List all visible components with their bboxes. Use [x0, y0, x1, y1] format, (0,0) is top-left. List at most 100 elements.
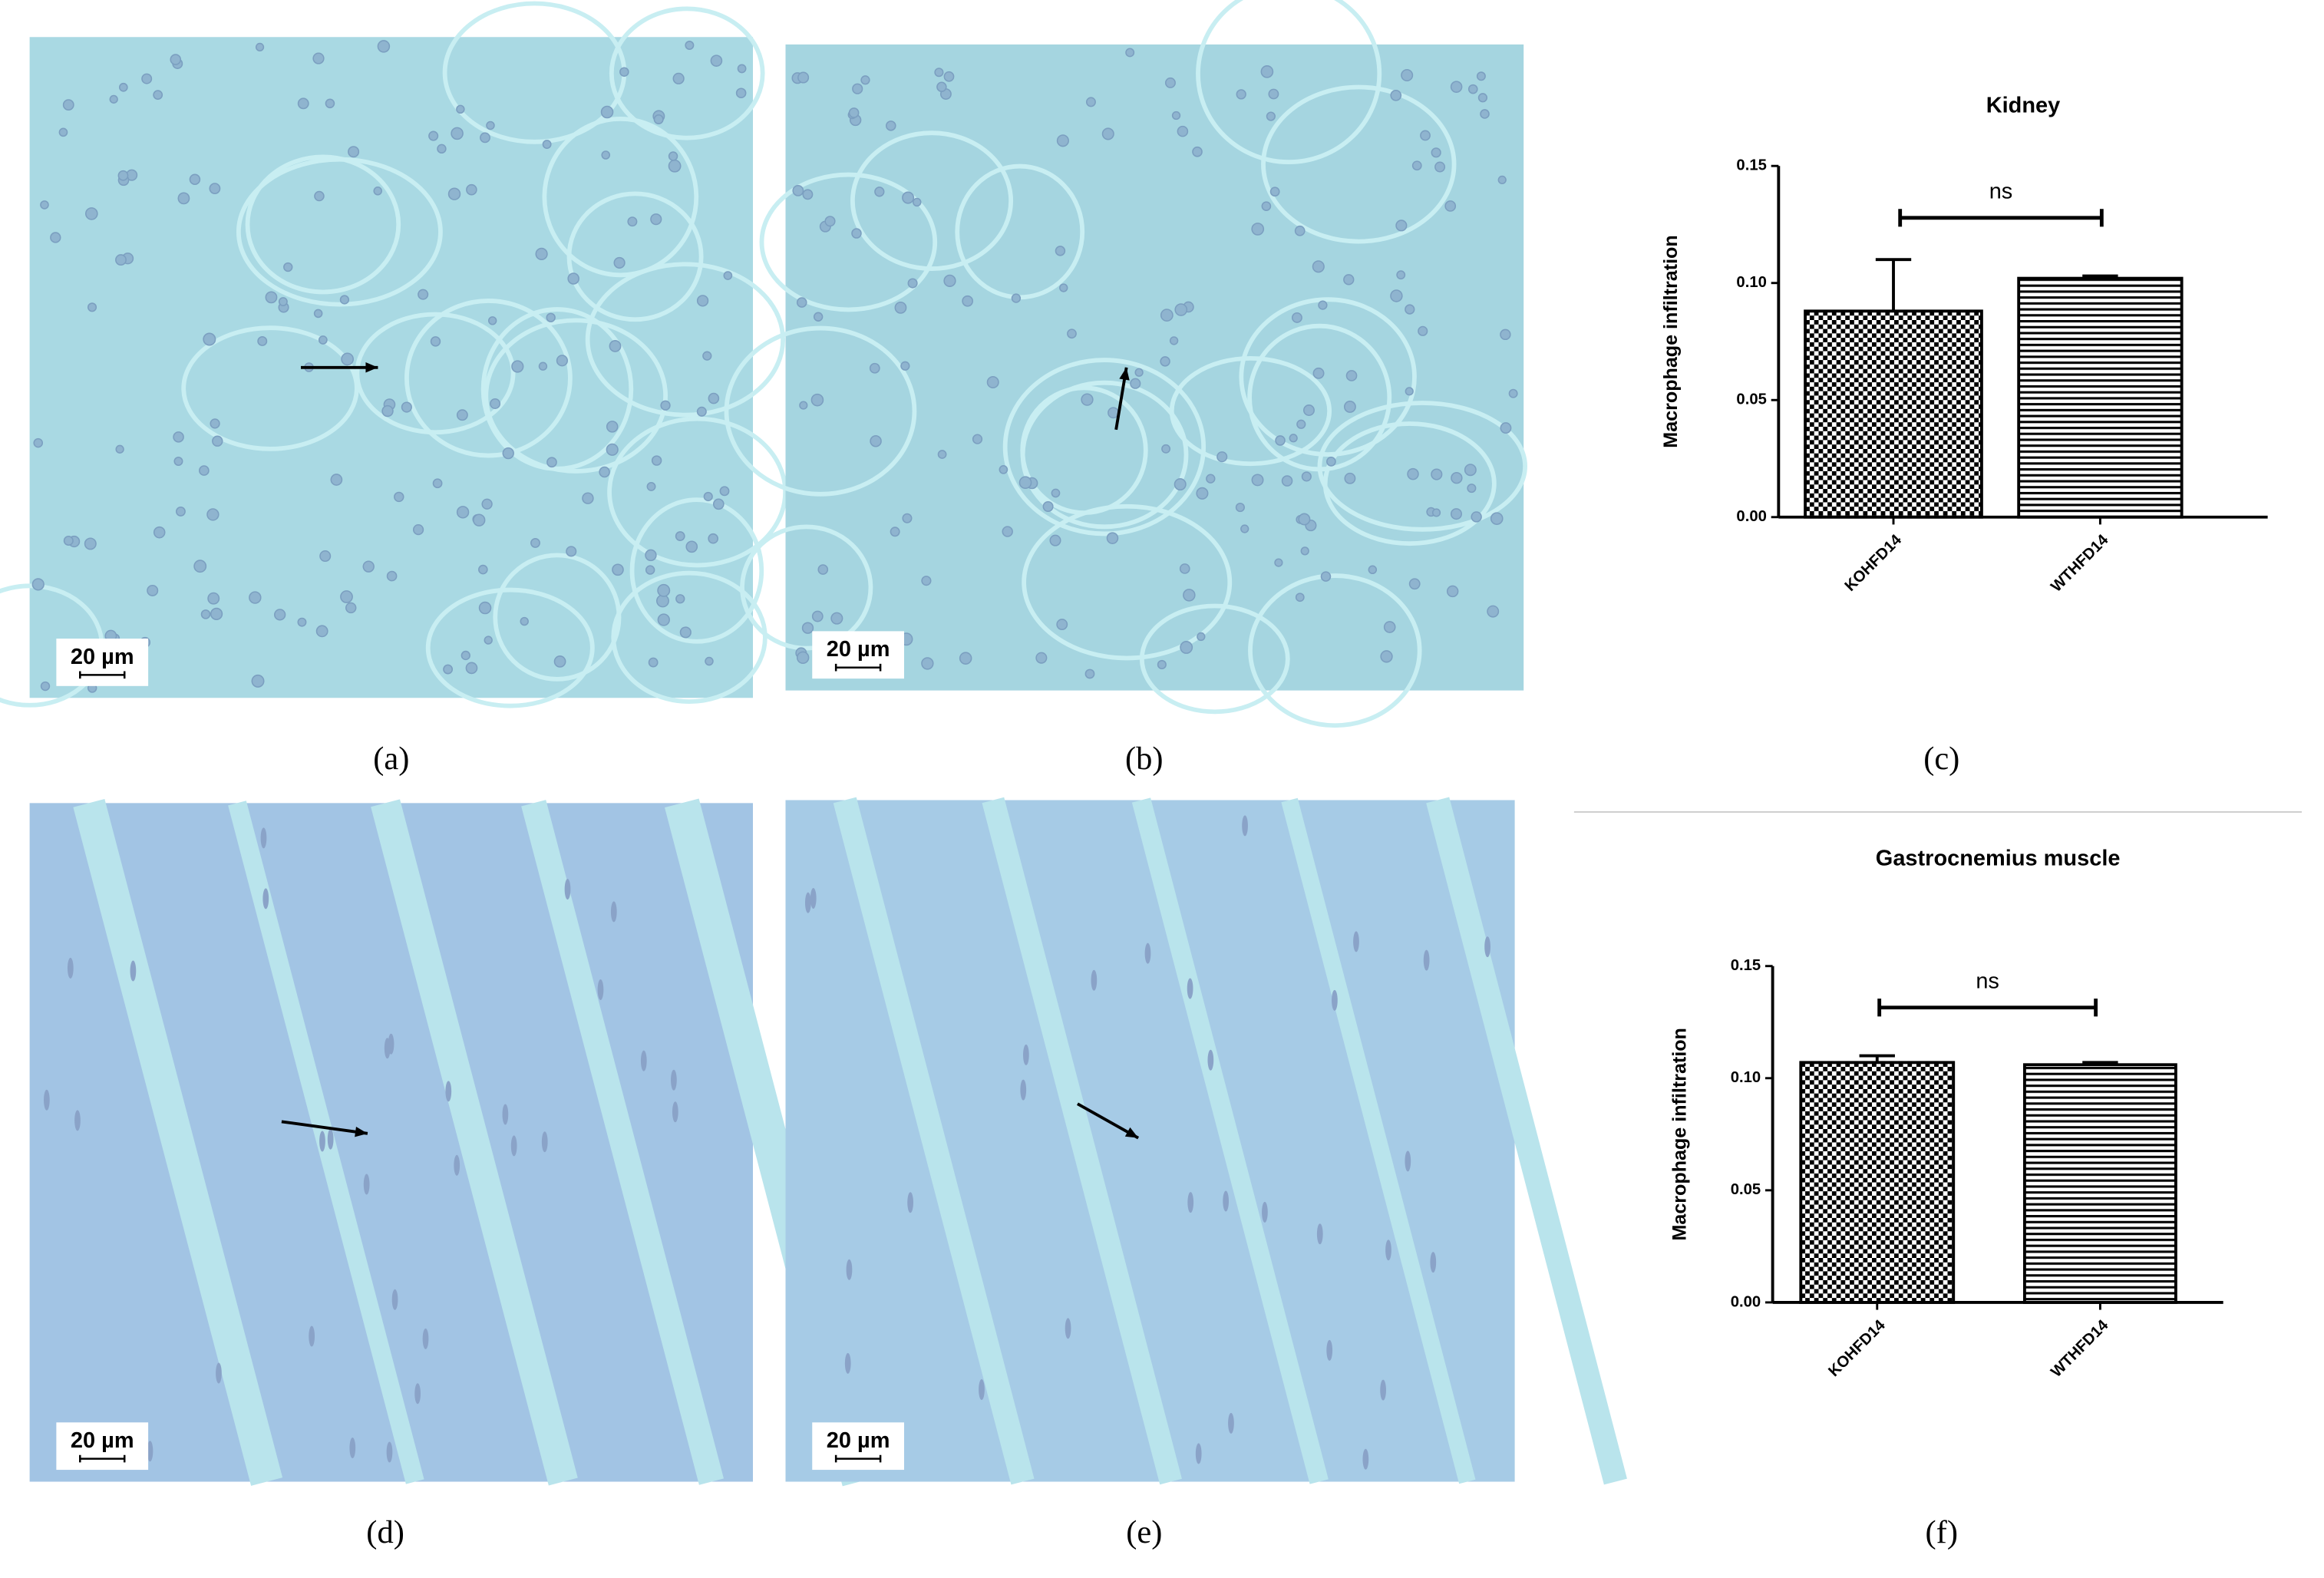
nucleus — [1326, 456, 1336, 467]
nucleus — [1343, 401, 1356, 413]
tubule — [493, 553, 622, 682]
fiber-gap — [371, 799, 578, 1486]
nucleus — [147, 1441, 154, 1462]
nucleus — [43, 1089, 50, 1111]
nucleus — [703, 491, 713, 502]
scale-bar-box — [56, 1422, 149, 1471]
nucleus — [189, 173, 201, 186]
nucleus — [1312, 260, 1325, 273]
nucleus — [1056, 134, 1069, 147]
nucleus — [386, 570, 398, 582]
tubule — [585, 262, 786, 418]
nucleus — [999, 465, 1008, 474]
nucleus — [430, 336, 441, 347]
fiber-gap — [73, 798, 283, 1486]
arrow — [281, 1120, 368, 1135]
nucleus — [848, 107, 860, 118]
nucleus — [87, 302, 97, 312]
nucleus — [115, 254, 127, 266]
nucleus — [874, 187, 885, 197]
nucleus — [1236, 89, 1246, 100]
nucleus — [170, 54, 182, 65]
nucleus — [921, 657, 934, 670]
nucleus — [490, 398, 501, 409]
nucleus — [612, 563, 624, 576]
tubule — [1261, 84, 1457, 244]
chart-title: Gastrocnemius muscle — [1876, 846, 2121, 870]
nucleus — [1084, 669, 1095, 679]
nucleus — [972, 434, 983, 444]
nucleus — [1344, 472, 1356, 484]
nucleus — [216, 1362, 222, 1384]
nucleus — [1294, 225, 1306, 236]
y-tick-label: 0.15 — [1736, 157, 1766, 174]
panel-label: (b) — [1125, 741, 1164, 777]
error-bar — [1875, 258, 1912, 312]
micrograph: 20 µm — [0, 1, 788, 708]
error-bar — [2082, 1061, 2118, 1065]
nucleus — [510, 1135, 517, 1157]
nucleus — [1451, 471, 1463, 484]
nucleus — [511, 360, 524, 373]
error-bar — [1859, 1054, 1895, 1063]
nucleus — [206, 508, 220, 521]
nucleus — [530, 537, 540, 548]
tubule — [740, 524, 873, 651]
nucleus — [443, 664, 454, 675]
nucleus — [613, 256, 626, 269]
panel-label: (e) — [1126, 1514, 1162, 1550]
nucleus — [432, 478, 443, 489]
nucleus — [609, 340, 622, 352]
nucleus — [318, 335, 328, 345]
nucleus — [1269, 187, 1280, 197]
nucleus — [1180, 641, 1193, 654]
nucleus — [437, 144, 447, 154]
nucleus — [705, 656, 714, 666]
nucleus — [1125, 48, 1135, 58]
nucleus — [1380, 1379, 1386, 1401]
nucleus — [810, 887, 817, 909]
nucleus — [251, 674, 265, 688]
nucleus — [1196, 487, 1209, 500]
nucleus — [672, 72, 685, 84]
nucleus — [31, 578, 45, 591]
nucleus — [650, 213, 662, 226]
nucleus — [394, 491, 404, 503]
nucleus — [1295, 593, 1305, 602]
y-axis-label: Macrophage infiltration — [1669, 1028, 1691, 1240]
nucleus — [262, 888, 269, 909]
tubule — [759, 172, 938, 312]
nucleus — [1300, 546, 1309, 556]
nucleus — [1101, 127, 1114, 140]
nucleus — [330, 474, 343, 486]
nucleus — [1260, 65, 1274, 78]
nucleus — [33, 437, 44, 448]
nucleus — [657, 613, 670, 626]
nucleus — [502, 1104, 509, 1125]
nucleus — [708, 392, 720, 404]
nucleus — [341, 352, 355, 366]
nucleus — [362, 560, 375, 573]
nucleus — [1275, 435, 1286, 446]
tubule — [1002, 358, 1207, 536]
nucleus — [796, 297, 807, 308]
nucleus — [651, 455, 662, 466]
nucleus — [959, 652, 972, 665]
nucleus — [1144, 943, 1151, 964]
nucleus — [1242, 815, 1248, 837]
nucleus — [257, 335, 268, 346]
nucleus — [860, 75, 870, 85]
nucleus — [943, 71, 955, 82]
nucleus — [283, 262, 293, 272]
nucleus — [486, 120, 495, 130]
nucleus — [1251, 474, 1264, 487]
nucleus — [1405, 1150, 1411, 1172]
y-tick-label: 0.15 — [1731, 957, 1761, 974]
nucleus — [675, 594, 685, 604]
nucleus — [606, 421, 619, 433]
nucleus — [1223, 1190, 1230, 1212]
nucleus — [418, 289, 429, 300]
nucleus — [447, 187, 461, 200]
nucleus — [668, 151, 678, 161]
nucleus — [115, 444, 124, 454]
